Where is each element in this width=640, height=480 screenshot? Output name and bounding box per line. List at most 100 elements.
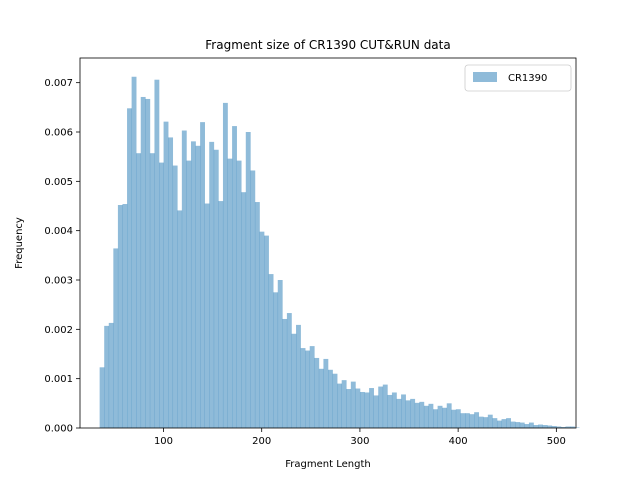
bar-group <box>99 76 580 429</box>
histogram-bar <box>378 386 384 428</box>
histogram-bar <box>300 348 306 428</box>
histogram-bar <box>200 122 205 428</box>
y-tick-label: 0.005 <box>44 177 73 188</box>
histogram-bar <box>419 401 425 428</box>
histogram-bar <box>177 210 183 428</box>
histogram-bar <box>309 346 315 428</box>
histogram-bar <box>332 373 338 428</box>
histogram-bar <box>341 380 347 428</box>
histogram-bar <box>401 394 406 428</box>
y-tick-label: 0.000 <box>44 424 73 435</box>
histogram-bar <box>382 384 388 428</box>
histogram-bar <box>560 427 566 428</box>
histogram-bar <box>232 126 237 428</box>
histogram-bar <box>122 204 128 428</box>
histogram-bar <box>533 425 539 428</box>
histogram-bar <box>570 426 575 428</box>
histogram-bar <box>469 414 475 428</box>
x-tick-label: 100 <box>154 436 173 447</box>
histogram-bar <box>433 409 438 428</box>
histogram-bar <box>291 333 297 428</box>
histogram-bar <box>410 398 416 428</box>
histogram-bar <box>506 418 511 428</box>
histogram-bar <box>286 313 292 428</box>
histogram-bar <box>131 76 137 428</box>
histogram-bar <box>277 280 283 428</box>
y-axis-ticks: 0.000 0.001 0.002 0.003 0.004 0.005 0.006 0.007 <box>44 78 80 435</box>
chart-title: Fragment size of CR1390 CUT&RUN data <box>205 38 450 52</box>
histogram-bar <box>474 412 480 428</box>
histogram-bar <box>515 422 521 428</box>
histogram-bar <box>369 388 374 428</box>
histogram-bar <box>172 165 178 429</box>
histogram-bar <box>159 162 164 428</box>
histogram-bar <box>487 414 493 428</box>
legend: CR1390 <box>464 64 572 92</box>
histogram-bar <box>442 407 448 428</box>
histogram-bar <box>273 292 279 428</box>
histogram-bar <box>396 398 402 428</box>
histogram-bar <box>163 121 169 428</box>
histogram-bar <box>565 426 571 428</box>
histogram-bar <box>145 98 151 428</box>
histogram-bar <box>519 422 525 428</box>
histogram-bar <box>405 400 411 428</box>
histogram-bar <box>218 201 224 428</box>
histogram-bar <box>99 367 105 428</box>
histogram-bar <box>451 409 457 428</box>
y-tick-label: 0.001 <box>44 374 73 385</box>
x-tick-label: 300 <box>350 436 369 447</box>
histogram-bar <box>181 130 187 428</box>
histogram-bar <box>190 141 196 428</box>
histogram-bar <box>241 192 247 428</box>
histogram-bar <box>483 417 489 428</box>
histogram-bar <box>346 389 352 428</box>
histogram-bar <box>328 369 333 428</box>
histogram-bar <box>108 322 114 428</box>
x-tick-label: 400 <box>449 436 468 447</box>
y-tick-label: 0.002 <box>44 325 73 336</box>
histogram-bar <box>364 392 370 428</box>
x-tick-label: 500 <box>547 436 566 447</box>
histogram-bar <box>149 153 155 428</box>
histogram-bar <box>446 403 452 428</box>
x-tick-label: 200 <box>252 436 271 447</box>
histogram-bar <box>195 145 201 428</box>
histogram-bar <box>455 409 461 428</box>
histogram-bar <box>236 160 242 429</box>
histogram-bar <box>227 158 233 428</box>
histogram-bar <box>222 102 228 428</box>
histogram-bar <box>496 420 502 428</box>
histogram-bar <box>538 424 543 428</box>
histogram-bar <box>501 419 507 428</box>
plot-frame <box>79 57 577 429</box>
histogram-bar <box>423 405 429 428</box>
legend-label: CR1390 <box>508 73 547 84</box>
histogram-bar <box>209 141 215 428</box>
histogram-bar <box>154 79 160 429</box>
legend-frame <box>464 64 572 92</box>
histogram-bar <box>186 160 192 429</box>
histogram-bar <box>245 132 251 428</box>
histogram-bar <box>387 394 393 428</box>
histogram-bar <box>524 424 530 428</box>
y-tick-label: 0.004 <box>44 226 73 237</box>
y-tick-label: 0.003 <box>44 276 73 287</box>
histogram-bar <box>551 426 557 428</box>
histogram-bar <box>127 108 132 428</box>
histogram-bar <box>528 422 534 428</box>
histogram-bar <box>140 96 146 428</box>
histogram-bar <box>282 318 288 428</box>
histogram-bar <box>478 416 484 428</box>
histogram-bar <box>314 357 320 428</box>
histogram-bar <box>296 324 301 428</box>
histogram-bar <box>542 425 548 428</box>
histogram-bar <box>254 202 260 428</box>
histogram-bar <box>117 205 123 428</box>
histogram-bar <box>355 388 361 428</box>
histogram-bar <box>305 350 311 428</box>
histogram-bar <box>264 235 269 428</box>
histogram-bar <box>373 395 379 428</box>
histogram-bar <box>547 425 553 428</box>
